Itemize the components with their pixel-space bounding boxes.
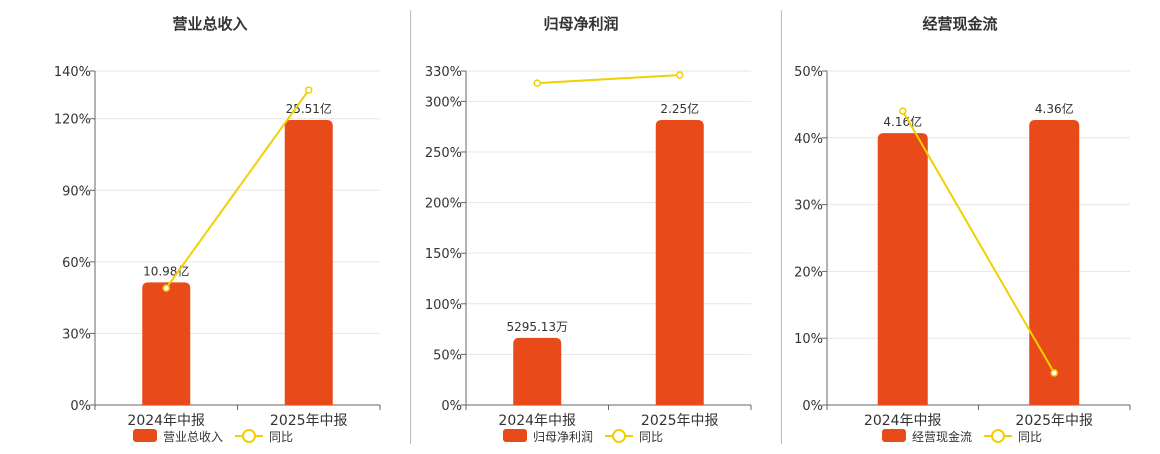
bar [877, 133, 928, 405]
yoy-point [162, 284, 170, 292]
x-tick-label: 2025年中报 [270, 413, 348, 429]
revenue-chart: 营业总收入0%30%60%90%120%140%10.98亿25.51亿2024… [54, 15, 381, 444]
legend-bar-label: 经营现金流 [912, 429, 972, 444]
legend-bar-label: 归母净利润 [533, 430, 593, 444]
y-tick-label: 40% [794, 132, 823, 147]
y-tick-label: 120% [54, 113, 91, 128]
y-tick-label: 140% [54, 65, 91, 80]
bar [142, 282, 191, 405]
bar-data-label: 10.98亿 [143, 263, 189, 278]
bar-data-label: 2.25亿 [660, 101, 699, 116]
y-tick-label: 250% [425, 146, 462, 161]
legend-bar-label: 营业总收入 [163, 430, 223, 444]
chart-panel-net-profit: 归母净利润 0% 50% 100% 150% 200% 250% 300% 330% 5295.1… [411, 0, 781, 450]
x-tick-label: 2024年中报 [127, 413, 205, 429]
legend-bar-swatch [133, 429, 157, 442]
y-tick-label: 50% [794, 65, 823, 80]
legend-line-label: 同比 [269, 430, 293, 444]
y-tick-label: 10% [794, 332, 823, 347]
cash-flow-chart: 经营现金流 0% 10% 20% 30% 40% 50% 4.16亿 4.36亿 2024年中报 2… [794, 15, 1131, 444]
y-tick-label: 330% [425, 65, 462, 80]
y-tick-label: 30% [794, 199, 823, 214]
yoy-line [165, 89, 310, 289]
bar [655, 120, 704, 405]
y-tick-label: 0% [70, 399, 91, 414]
chart-panel-revenue: 营业总收入 0% 30% 60% 90% 120% 140% 10.98亿 25.51亿 2024… [0, 0, 410, 450]
chart-title: 经营现金流 [922, 15, 997, 33]
legend-line-label: 同比 [639, 430, 663, 444]
chart-panel-cash-flow: 经营现金流 0% 10% 20% 30% 40% 50% 4.16亿 4.36亿 2024年中报 2… [782, 0, 1160, 450]
bar [513, 337, 562, 405]
y-tick-label: 90% [62, 184, 91, 199]
panel-divider [410, 10, 411, 444]
bar [1029, 120, 1080, 405]
bar [284, 120, 333, 405]
yoy-point [899, 107, 907, 115]
bar-data-label: 5295.13万 [506, 320, 568, 334]
bar-data-label: 4.36亿 [1035, 101, 1074, 116]
y-tick-label: 0% [802, 399, 823, 414]
legend-line-marker [242, 429, 256, 443]
y-tick-label: 150% [425, 247, 462, 262]
legend-line-marker [991, 429, 1005, 443]
yoy-point [1050, 369, 1058, 377]
x-tick-label: 2024年中报 [498, 413, 576, 429]
y-tick-label: 30% [62, 327, 91, 342]
yoy-line [537, 74, 680, 85]
x-tick-label: 2024年中报 [864, 413, 942, 429]
yoy-line [901, 110, 1056, 374]
net-profit-chart: 归母净利润 0% 50% 100% 150% 200% 250% 300% 330% 5295.1… [425, 15, 752, 444]
x-tick-label: 2025年中报 [1015, 413, 1093, 429]
legend-bar-swatch [503, 429, 527, 442]
x-tick-label: 2025年中报 [641, 413, 719, 429]
y-tick-label: 300% [425, 95, 462, 110]
chart-title: 营业总收入 [172, 15, 247, 33]
yoy-point [676, 71, 684, 79]
legend-line-label: 同比 [1018, 430, 1042, 444]
chart-title: 归母净利润 [543, 15, 618, 33]
y-tick-label: 60% [62, 256, 91, 271]
yoy-point [305, 86, 313, 94]
legend-bar-swatch [882, 429, 906, 442]
y-tick-label: 100% [425, 298, 462, 313]
panel-divider [781, 10, 782, 444]
yoy-point [533, 79, 541, 87]
legend-line-marker [612, 429, 626, 443]
y-tick-label: 50% [433, 348, 462, 363]
y-tick-label: 20% [794, 265, 823, 280]
y-tick-label: 0% [441, 399, 462, 414]
y-tick-label: 200% [425, 197, 462, 212]
bar-data-label: 4.16亿 [883, 114, 922, 129]
